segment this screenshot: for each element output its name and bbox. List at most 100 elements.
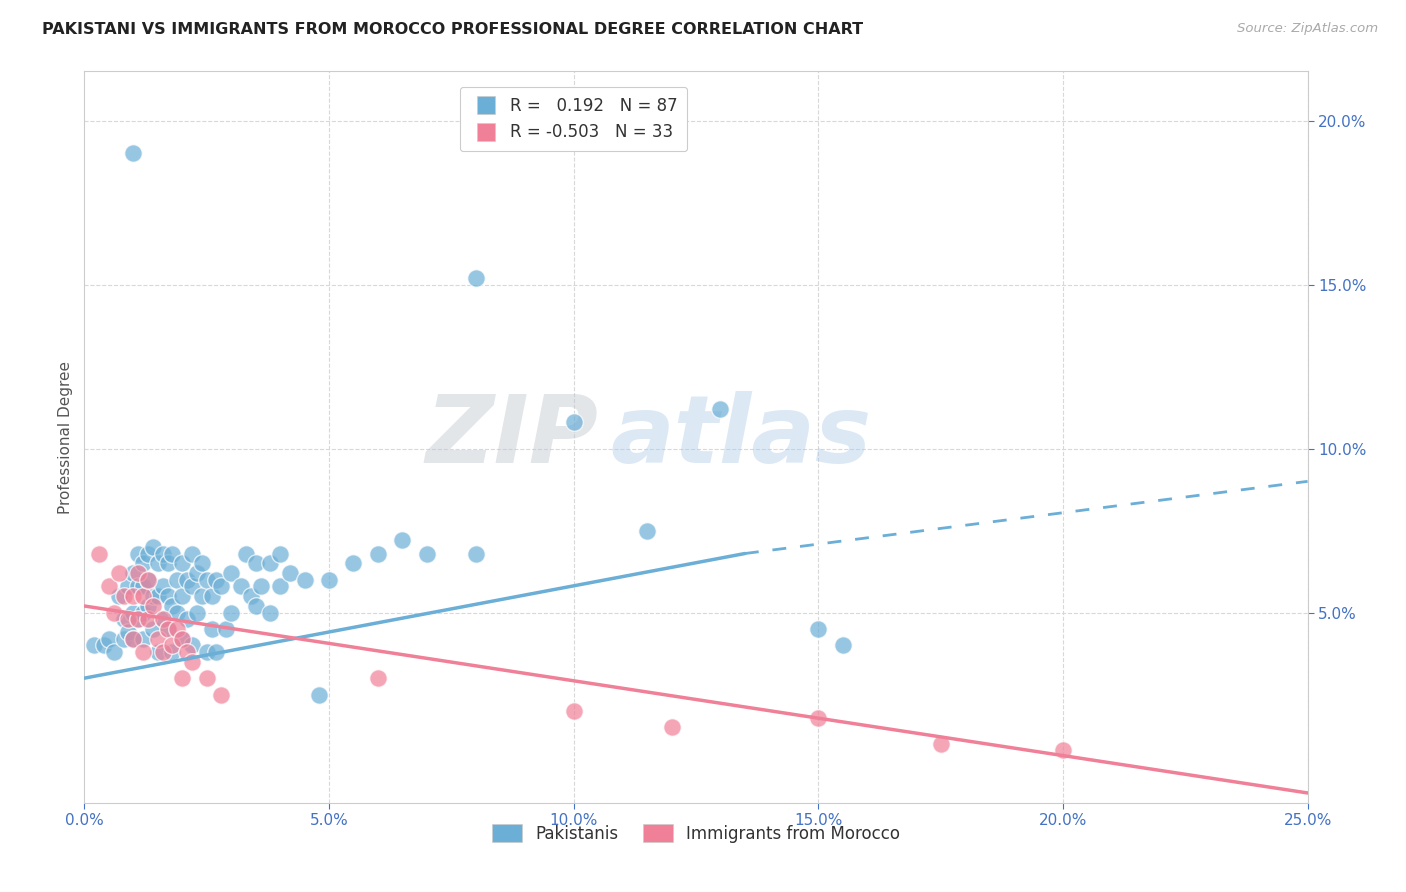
Point bbox=[294, 573, 316, 587]
Point bbox=[142, 599, 165, 613]
Point bbox=[1052, 743, 1074, 757]
Point bbox=[245, 599, 267, 613]
Point bbox=[661, 720, 683, 734]
Point bbox=[308, 688, 330, 702]
Point bbox=[367, 671, 389, 685]
Point bbox=[152, 612, 174, 626]
Point bbox=[205, 573, 228, 587]
Point bbox=[117, 625, 139, 640]
Point bbox=[122, 606, 145, 620]
Point bbox=[259, 606, 281, 620]
Point bbox=[186, 566, 208, 581]
Point bbox=[127, 579, 149, 593]
Point bbox=[200, 589, 222, 603]
Point bbox=[117, 579, 139, 593]
Point bbox=[162, 645, 184, 659]
Point bbox=[127, 612, 149, 626]
Point bbox=[205, 645, 228, 659]
Point bbox=[132, 589, 155, 603]
Point bbox=[318, 573, 340, 587]
Point bbox=[929, 737, 952, 751]
Point bbox=[142, 622, 165, 636]
Point bbox=[146, 589, 169, 603]
Point bbox=[83, 638, 105, 652]
Point bbox=[132, 557, 155, 571]
Point bbox=[127, 566, 149, 581]
Point bbox=[181, 547, 204, 561]
Point bbox=[172, 557, 194, 571]
Point bbox=[176, 573, 198, 587]
Point bbox=[195, 573, 218, 587]
Point bbox=[200, 622, 222, 636]
Point bbox=[162, 638, 184, 652]
Text: Source: ZipAtlas.com: Source: ZipAtlas.com bbox=[1237, 22, 1378, 36]
Point bbox=[107, 589, 129, 603]
Point bbox=[176, 612, 198, 626]
Point bbox=[132, 645, 155, 659]
Point bbox=[142, 589, 165, 603]
Point bbox=[162, 599, 184, 613]
Point bbox=[112, 589, 135, 603]
Point bbox=[176, 645, 198, 659]
Point bbox=[259, 557, 281, 571]
Point bbox=[239, 589, 262, 603]
Point bbox=[136, 573, 159, 587]
Point bbox=[367, 547, 389, 561]
Point bbox=[342, 557, 364, 571]
Point bbox=[181, 655, 204, 669]
Point bbox=[127, 612, 149, 626]
Point bbox=[93, 638, 115, 652]
Point bbox=[636, 524, 658, 538]
Point bbox=[152, 547, 174, 561]
Point bbox=[391, 533, 413, 548]
Point bbox=[146, 645, 169, 659]
Point bbox=[195, 645, 218, 659]
Point bbox=[172, 632, 194, 646]
Point bbox=[416, 547, 439, 561]
Point bbox=[103, 606, 125, 620]
Point bbox=[278, 566, 301, 581]
Point bbox=[166, 573, 188, 587]
Point bbox=[215, 622, 238, 636]
Point bbox=[269, 579, 291, 593]
Point bbox=[172, 632, 194, 646]
Point bbox=[103, 645, 125, 659]
Point bbox=[807, 622, 830, 636]
Point bbox=[122, 566, 145, 581]
Point bbox=[709, 402, 731, 417]
Point bbox=[97, 632, 120, 646]
Point bbox=[269, 547, 291, 561]
Point bbox=[156, 557, 179, 571]
Point bbox=[136, 573, 159, 587]
Point bbox=[146, 632, 169, 646]
Point bbox=[97, 579, 120, 593]
Point bbox=[807, 710, 830, 724]
Point bbox=[249, 579, 271, 593]
Point bbox=[245, 557, 267, 571]
Point bbox=[166, 622, 188, 636]
Point bbox=[166, 606, 188, 620]
Point bbox=[122, 632, 145, 646]
Point bbox=[152, 645, 174, 659]
Text: PAKISTANI VS IMMIGRANTS FROM MOROCCO PROFESSIONAL DEGREE CORRELATION CHART: PAKISTANI VS IMMIGRANTS FROM MOROCCO PRO… bbox=[42, 22, 863, 37]
Point bbox=[831, 638, 853, 652]
Point bbox=[152, 612, 174, 626]
Point bbox=[107, 566, 129, 581]
Point bbox=[146, 557, 169, 571]
Point bbox=[132, 579, 155, 593]
Point bbox=[122, 146, 145, 161]
Point bbox=[117, 612, 139, 626]
Point bbox=[191, 589, 214, 603]
Point bbox=[132, 606, 155, 620]
Point bbox=[181, 579, 204, 593]
Point bbox=[127, 547, 149, 561]
Point bbox=[87, 547, 110, 561]
Point bbox=[132, 632, 155, 646]
Point bbox=[156, 589, 179, 603]
Point bbox=[464, 547, 486, 561]
Point bbox=[136, 612, 159, 626]
Point bbox=[136, 599, 159, 613]
Point bbox=[172, 589, 194, 603]
Point bbox=[156, 622, 179, 636]
Point bbox=[195, 671, 218, 685]
